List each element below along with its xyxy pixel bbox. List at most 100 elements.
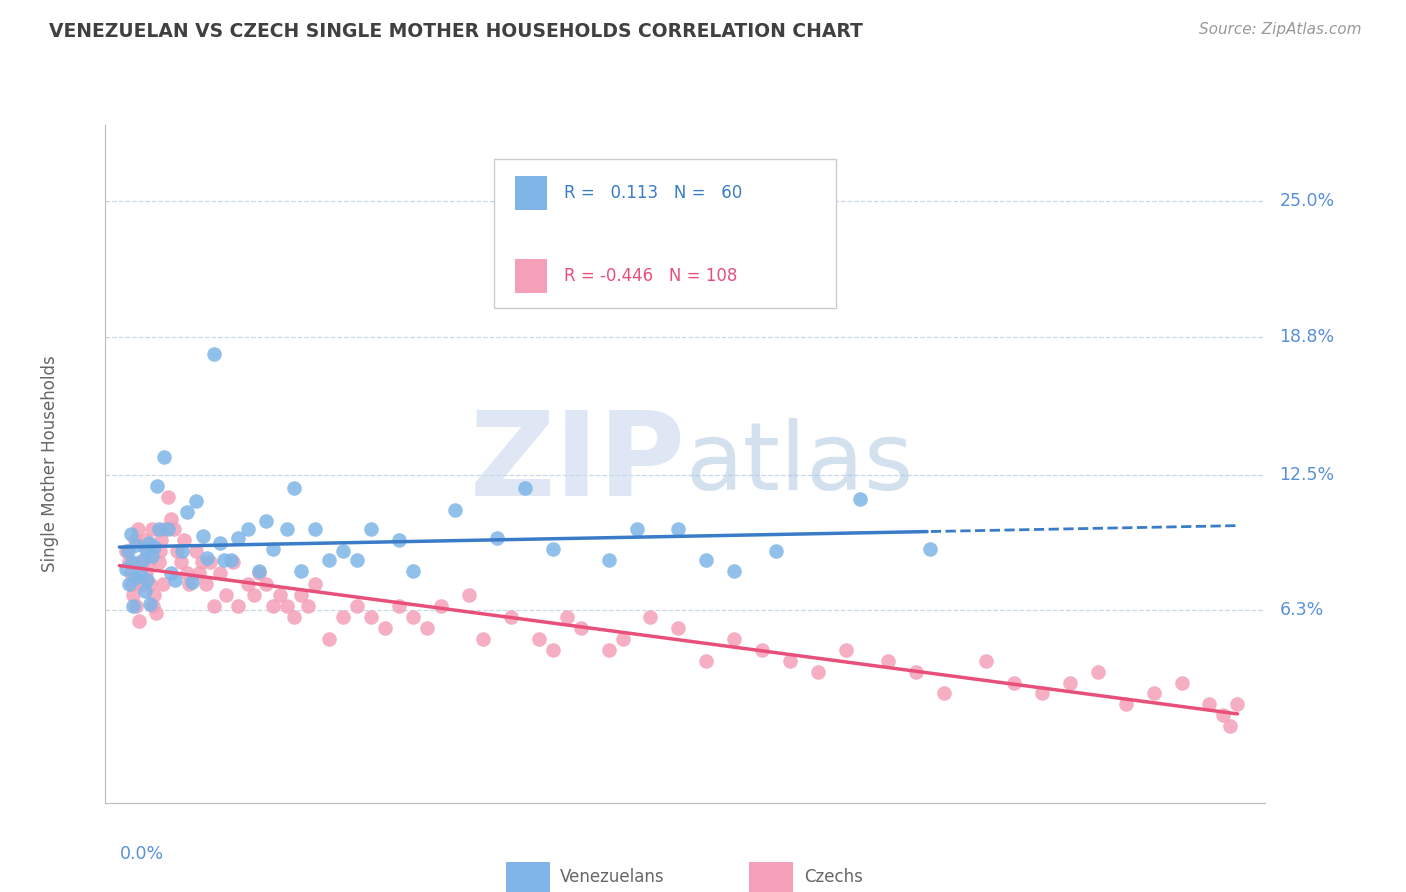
Point xyxy=(254,577,277,591)
Text: 18.8%: 18.8% xyxy=(1279,328,1334,346)
Point xyxy=(191,555,214,569)
Bar xyxy=(515,176,547,210)
Point xyxy=(402,610,425,624)
Point xyxy=(1212,708,1234,723)
Point xyxy=(485,531,508,545)
Point xyxy=(612,632,634,646)
Point xyxy=(200,555,222,569)
Text: Single Mother Households: Single Mother Households xyxy=(41,356,59,572)
Point xyxy=(640,610,662,624)
Point xyxy=(269,588,291,602)
Text: Venezuelans: Venezuelans xyxy=(560,869,665,887)
Point xyxy=(402,564,425,578)
Point xyxy=(165,573,187,587)
Point xyxy=(134,583,156,598)
Point xyxy=(219,553,242,567)
Point xyxy=(141,523,163,537)
Point xyxy=(247,564,270,578)
Point xyxy=(136,544,159,558)
Point xyxy=(122,599,145,613)
Point xyxy=(124,533,146,548)
Point xyxy=(1031,686,1053,700)
Point xyxy=(388,533,411,548)
Point xyxy=(236,577,259,591)
Point xyxy=(150,533,173,548)
Point xyxy=(290,564,312,578)
Point xyxy=(148,555,170,569)
Point xyxy=(723,564,745,578)
Point xyxy=(143,588,166,602)
Text: VENEZUELAN VS CZECH SINGLE MOTHER HOUSEHOLDS CORRELATION CHART: VENEZUELAN VS CZECH SINGLE MOTHER HOUSEH… xyxy=(49,22,863,41)
Point xyxy=(195,577,218,591)
Point xyxy=(181,574,204,589)
Point xyxy=(499,610,522,624)
Point xyxy=(346,599,368,613)
Point xyxy=(1219,719,1241,733)
Point xyxy=(148,523,170,537)
Point xyxy=(360,610,382,624)
Point xyxy=(304,577,326,591)
Point xyxy=(214,588,236,602)
Point xyxy=(120,526,142,541)
Point xyxy=(125,538,148,552)
Point xyxy=(134,533,156,548)
Point xyxy=(332,610,354,624)
Point xyxy=(513,481,536,495)
Point xyxy=(221,555,243,569)
Point xyxy=(204,347,226,361)
Point xyxy=(170,555,193,569)
Text: 0.0%: 0.0% xyxy=(120,845,163,863)
Point xyxy=(276,599,298,613)
Point xyxy=(132,553,155,567)
Point xyxy=(135,566,157,581)
Point xyxy=(541,642,564,657)
Point xyxy=(188,566,211,581)
Text: ZIP: ZIP xyxy=(470,407,686,521)
Point xyxy=(1115,698,1137,712)
Point xyxy=(186,494,208,508)
Point xyxy=(877,654,900,668)
Text: Czechs: Czechs xyxy=(804,869,863,887)
Point xyxy=(128,615,150,629)
Point xyxy=(346,553,368,567)
FancyBboxPatch shape xyxy=(494,159,837,308)
Point xyxy=(807,665,830,679)
Point xyxy=(283,610,305,624)
Point xyxy=(236,523,259,537)
Point xyxy=(121,577,143,591)
Point xyxy=(695,553,717,567)
Point xyxy=(974,654,997,668)
Point xyxy=(262,599,284,613)
Point xyxy=(152,577,174,591)
Point xyxy=(179,577,201,591)
Point xyxy=(138,535,160,549)
Point xyxy=(125,599,148,613)
Bar xyxy=(749,862,793,892)
Point xyxy=(1059,675,1081,690)
Point xyxy=(765,544,787,558)
Point xyxy=(416,621,439,635)
Point xyxy=(905,665,928,679)
Point xyxy=(849,491,872,506)
Point xyxy=(318,632,340,646)
Text: 12.5%: 12.5% xyxy=(1279,466,1334,483)
Point xyxy=(247,566,270,581)
Point xyxy=(1170,675,1192,690)
Point xyxy=(374,621,396,635)
Point xyxy=(626,523,648,537)
Text: R =   0.113   N =   60: R = 0.113 N = 60 xyxy=(564,184,742,202)
Point xyxy=(153,523,176,537)
Point xyxy=(139,577,162,591)
Text: 6.3%: 6.3% xyxy=(1279,601,1323,619)
Point xyxy=(569,621,592,635)
Point xyxy=(115,544,138,558)
Point xyxy=(209,535,232,549)
Point xyxy=(121,555,143,569)
Point xyxy=(695,654,717,668)
Bar xyxy=(515,259,547,293)
Point xyxy=(276,523,298,537)
Point xyxy=(118,577,141,591)
Point xyxy=(136,573,159,587)
Point xyxy=(115,562,138,576)
Point xyxy=(471,632,494,646)
